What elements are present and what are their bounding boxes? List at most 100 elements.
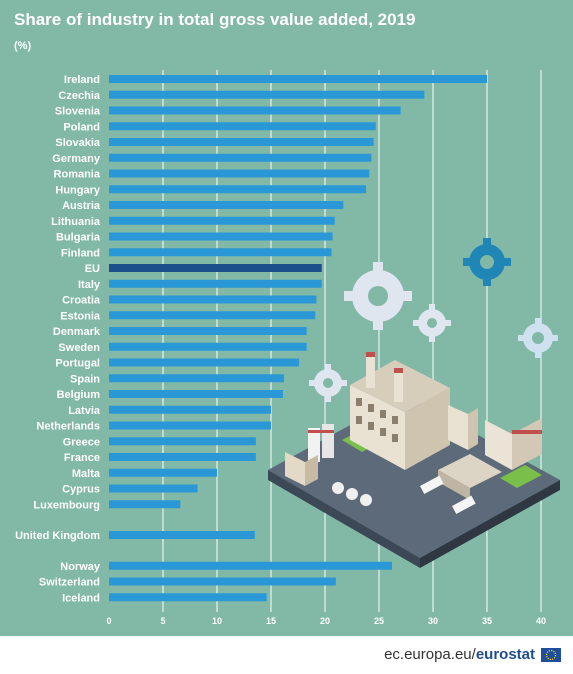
office-stripe	[512, 430, 542, 434]
category-label: Ireland	[64, 74, 100, 86]
factory-illustration	[268, 238, 560, 568]
factory-windows	[356, 398, 398, 442]
bar	[109, 358, 300, 367]
bar	[109, 468, 217, 477]
gear-icon	[344, 262, 412, 330]
eu-flag-icon	[541, 647, 561, 662]
category-label: Slovakia	[55, 137, 101, 149]
chimney	[366, 352, 375, 388]
site-url[interactable]: ec.europa.eu/	[384, 646, 476, 663]
tick-label: 40	[536, 616, 546, 626]
chimney	[394, 368, 403, 402]
tick-label: 10	[212, 616, 222, 626]
category-label: Switzerland	[39, 577, 100, 589]
tick-label: 20	[320, 616, 330, 626]
category-label: Italy	[78, 279, 101, 291]
tick-label: 35	[482, 616, 492, 626]
category-label: Lithuania	[51, 216, 101, 228]
bar	[109, 374, 284, 383]
category-label: Norway	[60, 561, 101, 573]
bar	[109, 138, 374, 146]
small-building	[285, 452, 305, 486]
category-label: Portugal	[55, 358, 100, 370]
bar-chart: Ireland Czechia Slovenia Poland Slovakia Germ…	[15, 70, 560, 626]
gear-icon	[463, 238, 511, 286]
annex-side	[468, 408, 478, 450]
gear-icon	[413, 304, 451, 342]
bar	[109, 232, 333, 241]
bar	[109, 531, 255, 539]
category-label: Croatia	[62, 295, 101, 307]
category-label: Romania	[54, 169, 101, 181]
truck	[452, 495, 476, 514]
category-label: Spain	[70, 373, 100, 385]
tank	[332, 482, 344, 494]
category-label: France	[64, 452, 100, 464]
tick-label: 5	[160, 616, 165, 626]
platform-left	[268, 470, 420, 568]
tank	[360, 494, 372, 506]
bar	[109, 90, 425, 99]
category-label: Germany	[52, 153, 101, 165]
bar	[109, 153, 372, 162]
warehouse-roof	[438, 454, 502, 488]
bar	[109, 327, 307, 335]
category-label: United Kingdom	[15, 530, 100, 542]
bar	[109, 122, 376, 131]
office-front	[485, 420, 512, 470]
warehouse-front	[438, 470, 470, 500]
bar	[109, 201, 344, 209]
chart-title: Share of industry in total gross value a…	[14, 10, 416, 29]
category-label: Latvia	[68, 405, 101, 417]
bar	[109, 106, 401, 115]
bar	[109, 75, 487, 83]
bar	[109, 484, 198, 493]
category-labels: Ireland Czechia Slovenia Poland Slovakia Germ…	[15, 74, 101, 604]
chart-unit: (%)	[14, 40, 32, 52]
bar	[109, 577, 336, 586]
bar	[109, 593, 267, 602]
bar	[109, 421, 271, 430]
category-label: Slovenia	[55, 106, 101, 118]
category-label: Luxembourg	[33, 499, 100, 511]
bar	[109, 169, 370, 178]
grass-patch	[500, 465, 542, 488]
gear-icon	[518, 318, 558, 358]
bar	[109, 185, 367, 194]
bar	[109, 342, 307, 351]
tank	[346, 488, 358, 500]
category-label: Austria	[62, 200, 101, 212]
category-label: Iceland	[62, 592, 100, 604]
chimney-band	[394, 368, 403, 373]
bar	[109, 216, 335, 225]
bar	[109, 405, 271, 414]
truck	[420, 475, 444, 494]
gear-icon	[309, 364, 347, 402]
brand-name: eurostat	[475, 646, 535, 663]
bar	[109, 500, 181, 509]
bar	[109, 248, 332, 257]
annex-front	[448, 405, 468, 450]
category-label: Hungary	[55, 184, 101, 196]
bar	[109, 311, 316, 320]
category-label: EU	[85, 263, 100, 275]
category-label: Finland	[61, 247, 100, 259]
factory-side	[405, 388, 450, 470]
tick-label: 30	[428, 616, 438, 626]
bar	[109, 390, 283, 398]
category-label: Cyprus	[62, 484, 100, 496]
bar	[109, 437, 256, 446]
platform-right	[420, 480, 560, 568]
tick-label: 15	[266, 616, 276, 626]
silo-band	[308, 430, 334, 433]
category-label: Bulgaria	[56, 232, 101, 244]
bar	[109, 453, 256, 461]
silo	[322, 424, 334, 458]
footer: ec.europa.eu/eurostat	[384, 646, 561, 663]
bar	[109, 295, 317, 304]
tick-label: 0	[106, 616, 111, 626]
category-label: Netherlands	[36, 421, 100, 433]
chimney-band	[366, 352, 375, 357]
factory-front	[350, 385, 405, 470]
category-label: Denmark	[53, 326, 101, 338]
